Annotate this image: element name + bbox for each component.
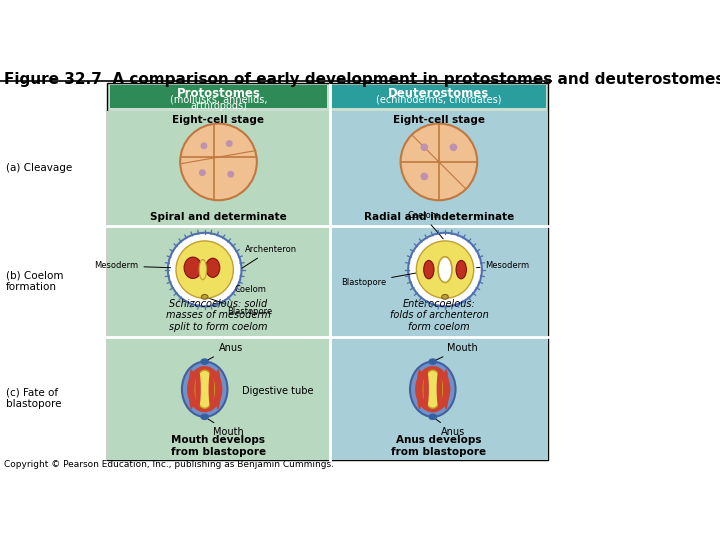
Ellipse shape — [201, 414, 209, 420]
Text: Figure 32.7  A comparison of early development in protostomes and deuterostomes: Figure 32.7 A comparison of early develo… — [4, 72, 720, 87]
Circle shape — [420, 144, 428, 151]
Ellipse shape — [189, 369, 194, 409]
Circle shape — [420, 173, 428, 180]
FancyBboxPatch shape — [332, 85, 546, 108]
Ellipse shape — [423, 369, 429, 409]
Text: Anus: Anus — [435, 418, 465, 437]
Ellipse shape — [423, 370, 442, 408]
Text: Deuterostomes: Deuterostomes — [388, 87, 490, 100]
Text: Blastopore: Blastopore — [207, 298, 272, 316]
FancyBboxPatch shape — [330, 111, 548, 460]
Text: Copyright © Pearson Education, Inc., publishing as Benjamin Cummings.: Copyright © Pearson Education, Inc., pub… — [4, 460, 334, 469]
FancyBboxPatch shape — [109, 85, 328, 108]
Text: Mouth: Mouth — [207, 418, 244, 437]
Circle shape — [449, 144, 457, 151]
Ellipse shape — [206, 258, 220, 278]
Text: (mollusks, annelids,: (mollusks, annelids, — [170, 94, 267, 104]
Ellipse shape — [415, 366, 451, 413]
Text: Radial and indeterminate: Radial and indeterminate — [364, 212, 514, 222]
Text: Blastopore: Blastopore — [341, 272, 422, 287]
Text: Coelom: Coelom — [213, 280, 266, 294]
Text: Anus develops
from blastopore: Anus develops from blastopore — [392, 435, 487, 457]
Ellipse shape — [429, 414, 436, 420]
Ellipse shape — [182, 362, 228, 417]
Text: Mouth develops
from blastopore: Mouth develops from blastopore — [171, 435, 266, 457]
Ellipse shape — [201, 359, 209, 364]
Text: (a) Cleavage: (a) Cleavage — [6, 163, 73, 173]
Text: Coelom: Coelom — [407, 211, 444, 239]
FancyBboxPatch shape — [107, 111, 330, 460]
Circle shape — [400, 124, 477, 200]
Circle shape — [199, 169, 206, 176]
Circle shape — [408, 233, 482, 306]
Text: (c) Fate of
blastopore: (c) Fate of blastopore — [6, 388, 62, 409]
Ellipse shape — [436, 369, 442, 409]
Text: Eight-cell stage: Eight-cell stage — [393, 115, 485, 125]
Text: arthropods): arthropods) — [190, 102, 247, 111]
Text: (b) Coelom
formation: (b) Coelom formation — [6, 271, 63, 292]
Text: Anus: Anus — [207, 343, 243, 360]
Text: Mouth: Mouth — [436, 343, 477, 360]
Ellipse shape — [417, 369, 422, 409]
Ellipse shape — [444, 369, 449, 409]
Text: Mesoderm: Mesoderm — [94, 261, 171, 271]
Text: Spiral and determinate: Spiral and determinate — [150, 212, 287, 222]
Ellipse shape — [184, 257, 202, 279]
Ellipse shape — [209, 369, 214, 409]
Text: Schizocoelous: solid
masses of mesoderm
split to form coelom: Schizocoelous: solid masses of mesoderm … — [166, 299, 271, 332]
Circle shape — [176, 241, 233, 298]
Ellipse shape — [187, 366, 222, 413]
Circle shape — [226, 140, 233, 147]
Ellipse shape — [410, 362, 456, 417]
Text: (echinoderms, chordates): (echinoderms, chordates) — [376, 94, 502, 104]
Ellipse shape — [441, 294, 449, 299]
Circle shape — [228, 171, 234, 178]
Ellipse shape — [199, 260, 207, 280]
Text: Eight-cell stage: Eight-cell stage — [173, 115, 264, 125]
Ellipse shape — [456, 260, 467, 279]
Circle shape — [180, 124, 257, 200]
Text: Archenteron: Archenteron — [242, 245, 297, 268]
Circle shape — [416, 241, 474, 298]
Ellipse shape — [215, 369, 221, 409]
Ellipse shape — [195, 370, 215, 408]
Text: Digestive tube: Digestive tube — [242, 386, 313, 396]
Text: Protostomes: Protostomes — [176, 87, 261, 100]
Ellipse shape — [195, 369, 201, 409]
Ellipse shape — [438, 256, 452, 282]
Ellipse shape — [423, 260, 434, 279]
FancyBboxPatch shape — [107, 83, 548, 460]
Circle shape — [168, 233, 241, 306]
Ellipse shape — [202, 294, 208, 299]
Circle shape — [200, 143, 207, 149]
Text: Mesoderm: Mesoderm — [477, 261, 530, 271]
Text: Enterocoelous:
folds of archenteron
form coelom: Enterocoelous: folds of archenteron form… — [390, 299, 488, 332]
Ellipse shape — [429, 359, 436, 364]
